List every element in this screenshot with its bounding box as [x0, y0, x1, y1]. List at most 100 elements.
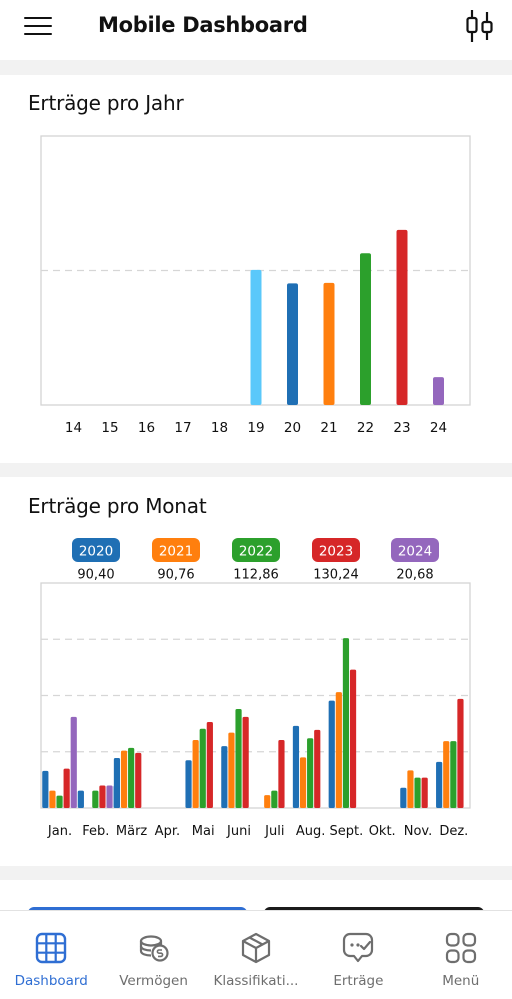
bar-2020-Mai: [185, 760, 192, 808]
x-tick-label: Dez.: [439, 824, 468, 839]
x-tick-label: Okt.: [369, 824, 396, 839]
nav-item-vermoegen[interactable]: Vermögen: [102, 911, 204, 999]
x-tick-label: 19: [247, 420, 264, 436]
nav-label: Erträge: [333, 973, 384, 989]
x-tick-label: Jan.: [47, 824, 72, 839]
legend-chip-2020: [72, 538, 120, 562]
bar-2023-Juni: [242, 716, 249, 808]
legend-year: 2021: [159, 544, 193, 560]
bar-24: [433, 377, 444, 405]
bar-2021-Dez.: [443, 741, 450, 808]
bar-21: [323, 282, 335, 405]
nav-label: Klassifikati...: [213, 973, 299, 989]
bar-2023-Sept.: [349, 669, 357, 808]
bar-2021-Mai: [192, 739, 199, 808]
x-tick-label: 21: [320, 420, 337, 436]
bar-2022-Dez.: [450, 741, 457, 808]
bar-2021-Aug.: [299, 757, 307, 808]
x-tick-label: 22: [357, 420, 374, 436]
bar-2022-Aug.: [307, 738, 314, 808]
nav-label: Menü: [442, 973, 480, 989]
nav-label: Dashboard: [14, 973, 88, 989]
x-tick-label: Aug.: [296, 824, 326, 839]
monthly-card-title: Erträge pro Monat: [28, 494, 207, 518]
legend-total: 112,86: [233, 568, 279, 583]
nav-item-menu[interactable]: Menü: [410, 911, 512, 999]
x-tick-label: 14: [65, 420, 82, 436]
bar-2024-Jan.: [70, 716, 77, 808]
page-title: Mobile Dashboard: [98, 13, 308, 37]
nav-label: Vermögen: [119, 973, 188, 989]
candlestick-icon[interactable]: [460, 8, 500, 44]
bar-2020-Nov.: [400, 787, 407, 808]
legend-chip-2023: [312, 538, 360, 562]
bar-2021-März: [120, 750, 128, 808]
x-tick-label: Sept.: [330, 824, 364, 839]
bar-2022-Nov.: [414, 777, 421, 808]
bottom-navigation: Dashboard Vermögen Klassifikati... Erträ…: [0, 910, 512, 999]
apps-icon: [445, 932, 476, 964]
bar-2023-Mai: [206, 721, 213, 808]
legend-chip-2021: [152, 538, 200, 562]
bar-2020-Sept.: [328, 700, 335, 808]
legend-year: 2022: [239, 544, 273, 560]
x-tick-label: Apr.: [155, 824, 180, 839]
monthly-income-chart: 2020 90,40 2021 90,76 2022 112,86 2023 130,24 20…: [40, 538, 471, 839]
x-tick-label: Feb.: [82, 824, 109, 839]
bar-2021-Sept.: [335, 692, 342, 808]
legend-year: 2020: [79, 544, 113, 560]
hamburger-menu-icon[interactable]: [18, 12, 58, 40]
x-tick-label: Juli: [264, 824, 284, 839]
bar-19: [250, 269, 262, 405]
legend-chip-2022: [232, 538, 280, 562]
bar-extra-Feb.: [113, 785, 120, 808]
bar-22: [360, 253, 371, 405]
bar-2023-Feb.: [99, 785, 106, 808]
bar-2023-Aug.: [314, 729, 321, 808]
bar-2022-Sept.: [342, 638, 350, 808]
nav-item-dashboard[interactable]: Dashboard: [0, 911, 102, 999]
x-tick-label: Juni: [226, 824, 251, 839]
bar-2023-Jan.: [63, 768, 70, 808]
nav-item-klassifikation[interactable]: Klassifikati...: [205, 911, 307, 999]
bar-2022-Juni: [235, 709, 242, 808]
x-tick-label: 17: [174, 420, 191, 436]
x-tick-label: 24: [430, 420, 447, 436]
bar-2021-Juni: [228, 732, 235, 808]
x-tick-label: Mai: [192, 824, 215, 839]
bar-2020-Juni: [221, 746, 228, 808]
nav-item-ertraege[interactable]: Erträge: [307, 911, 409, 999]
cube-icon: [241, 932, 271, 964]
bar-23: [396, 229, 408, 405]
bar-2022-Jan.: [56, 795, 63, 808]
bar-2021-Jan.: [49, 790, 56, 808]
bar-2022-Mai: [199, 728, 206, 808]
legend-total: 90,76: [157, 568, 194, 583]
bar-2022-Juli: [271, 790, 278, 808]
x-tick-label: 16: [138, 420, 155, 436]
x-tick-label: 20: [284, 420, 301, 436]
bar-2020-Dez.: [436, 761, 443, 808]
legend-year: 2023: [319, 544, 353, 560]
bar-2023-März: [135, 752, 142, 808]
yearly-card-title: Erträge pro Jahr: [28, 91, 184, 115]
legend-total: 90,40: [77, 568, 114, 583]
bar-2023-Juli: [278, 739, 285, 808]
bar-extra-Jan.: [77, 790, 84, 808]
bar-2020-Jan.: [42, 770, 49, 808]
legend-total: 20,68: [396, 568, 433, 583]
legend-year: 2024: [398, 544, 432, 560]
bar-2022-Feb.: [92, 790, 99, 808]
x-tick-label: 18: [211, 420, 228, 436]
app-bar: Mobile Dashboard: [0, 0, 512, 60]
x-tick-label: 15: [101, 420, 118, 436]
bar-2022-März: [128, 747, 135, 808]
bar-2023-Dez.: [457, 698, 464, 808]
income-icon: [343, 932, 374, 963]
yearly-income-card: Erträge pro Jahr 14 15 16 17 18 19 20 21 22 23 24: [0, 75, 512, 463]
x-tick-label: 23: [393, 420, 410, 436]
chart-frame: [40, 582, 471, 809]
grid-icon: [35, 932, 67, 964]
coins-icon: [139, 935, 169, 962]
x-tick-label: März: [116, 824, 148, 839]
